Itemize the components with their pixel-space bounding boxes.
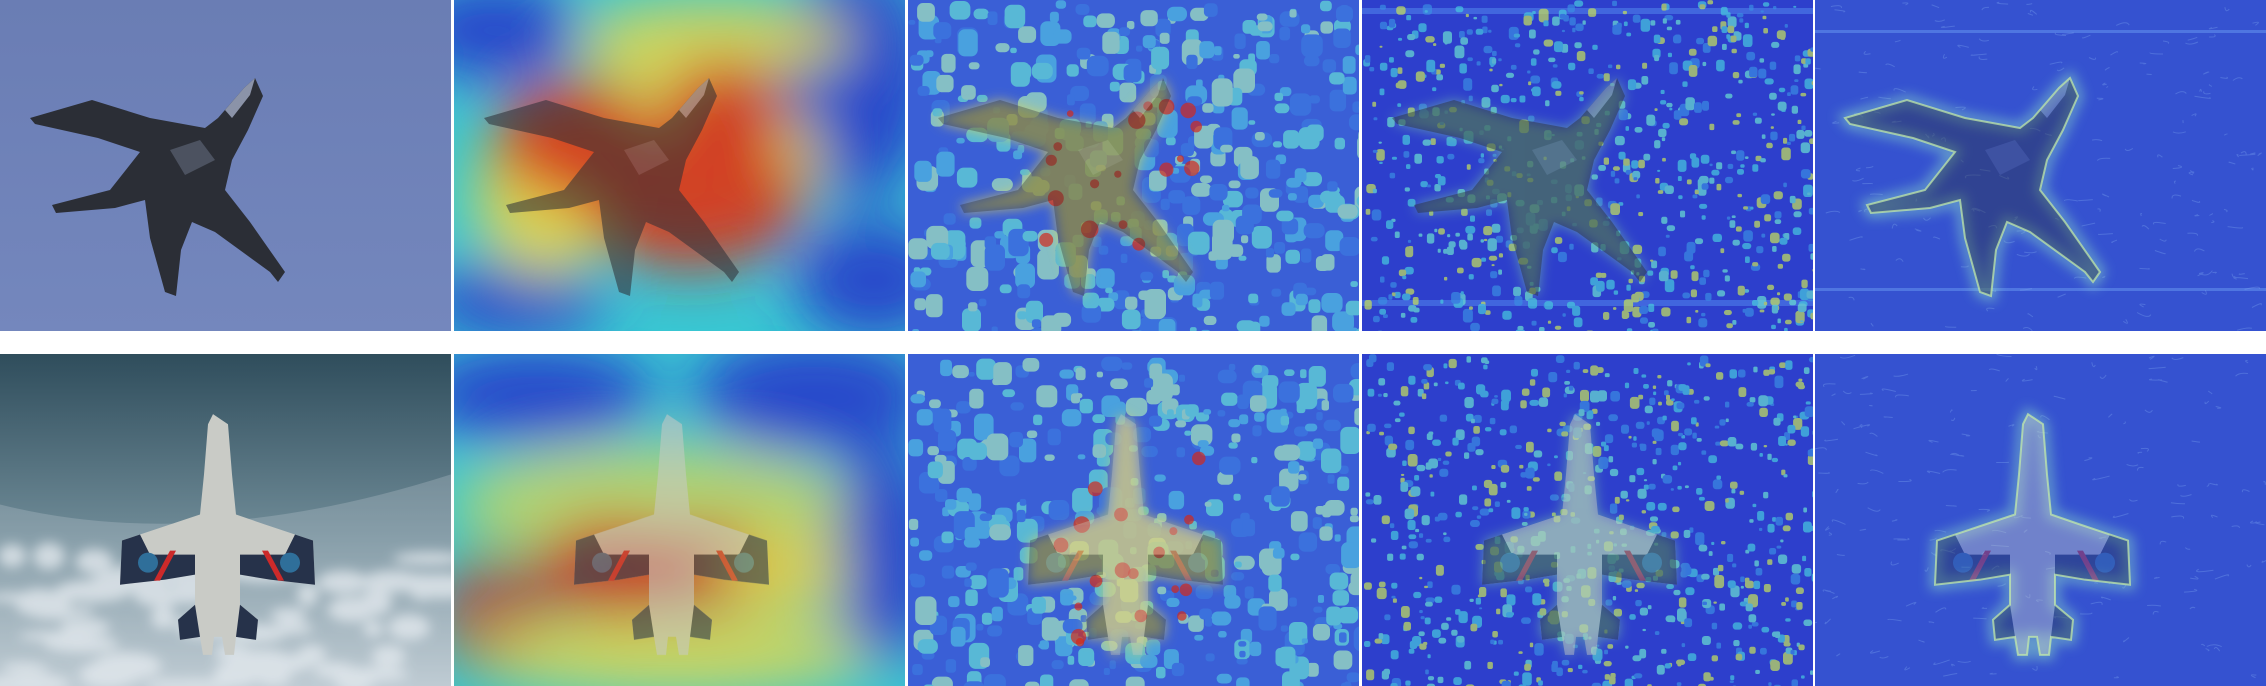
fighter-jet-overlay — [1845, 78, 2100, 296]
fighter-jet-overlay — [574, 414, 769, 655]
row1-edge-heatmap — [1815, 0, 2266, 331]
fighter-jet-overlay — [1935, 414, 2130, 655]
jet-activation — [1392, 78, 1647, 296]
row1-medium-heatmap — [908, 0, 1359, 331]
fighter-jet — [120, 414, 315, 655]
hot-spots — [1053, 451, 1206, 647]
jet-activation — [1482, 414, 1677, 655]
fighter-jet-overlay — [1392, 78, 1647, 296]
row2-coarse-heatmap — [454, 354, 905, 686]
row2-original-photo — [0, 354, 451, 686]
jet-activation — [1028, 414, 1223, 655]
row2-medium-heatmap — [908, 354, 1359, 686]
heatmap-base — [1815, 0, 2266, 331]
fighter-jet-overlay — [484, 78, 739, 296]
fighter-jet-overlay — [938, 78, 1193, 296]
row1-original-photo — [0, 0, 451, 331]
fighter-jet-overlay — [1028, 414, 1223, 655]
heatmap-base — [1815, 354, 2266, 686]
fighter-jet-overlay — [1482, 414, 1677, 655]
jet-edge-line — [1933, 412, 2132, 656]
fighter-jet — [30, 78, 285, 296]
row1-coarse-heatmap — [454, 0, 905, 331]
row2-edge-heatmap — [1815, 354, 2266, 686]
hot-spots — [1039, 98, 1202, 251]
jet-activation — [938, 78, 1193, 296]
jet-edge-line — [1843, 76, 2102, 298]
cloud-layer — [0, 542, 451, 686]
row1-fine-heatmap — [1362, 0, 1813, 331]
edge-texture — [1815, 1, 2262, 331]
edge-texture — [1815, 354, 2266, 679]
heat-speckle — [908, 356, 1359, 686]
row2-fine-heatmap — [1362, 354, 1813, 686]
